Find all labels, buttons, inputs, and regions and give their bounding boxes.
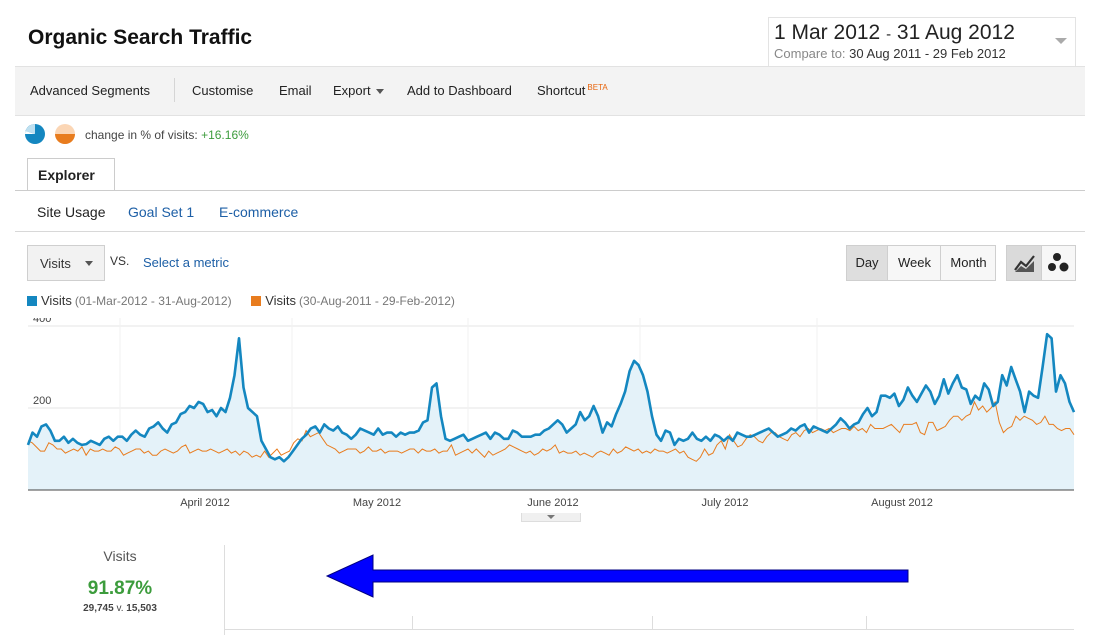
shortcut-label: Shortcut <box>537 83 586 98</box>
segment-pie-icons <box>25 124 75 144</box>
add-to-dashboard-button[interactable]: Add to Dashboard <box>407 83 512 98</box>
tab-divider <box>15 190 1085 191</box>
date-separator: - <box>886 26 892 43</box>
chevron-down-icon[interactable] <box>1055 38 1067 44</box>
y-tick-label: 400 <box>33 318 51 325</box>
x-tick-label: August 2012 <box>871 497 933 509</box>
advanced-segments-button[interactable]: Advanced Segments <box>30 83 150 98</box>
date-end: 31 Aug 2012 <box>896 21 1015 44</box>
summary-column-divider <box>412 616 413 630</box>
date-start: 1 Mar 2012 <box>774 21 881 44</box>
legend-current-swatch <box>27 296 37 306</box>
summary-previous-value: 15,503 <box>126 603 157 614</box>
summary-divider <box>224 545 225 635</box>
tab-explorer[interactable]: Explorer <box>27 158 115 191</box>
caret-down-icon <box>375 89 384 95</box>
legend-current-name: Visits <box>41 293 72 308</box>
vs-label: VS. <box>110 254 130 268</box>
summary-metric-label: Visits <box>103 548 137 564</box>
subtab-goal-set[interactable]: Goal Set 1 <box>128 204 195 220</box>
subtab-divider <box>15 231 1085 232</box>
x-tick-label: June 2012 <box>527 497 578 509</box>
summary-column-divider <box>652 616 653 630</box>
caret-down-icon <box>85 261 93 266</box>
metric-select-value: Visits <box>40 256 71 271</box>
legend-current[interactable]: Visits (01-Mar-2012 - 31-Aug-2012) <box>27 293 235 308</box>
period-toggle: Day Week Month <box>846 245 996 281</box>
legend-previous[interactable]: Visits (30-Aug-2011 - 29-Feb-2012) <box>251 293 455 308</box>
visits-line-chart[interactable]: 200 400 April 2012 May 2012 June 2012 July 2… <box>0 318 1107 518</box>
x-tick-labels: April 2012 May 2012 June 2012 July 2012 Augu… <box>180 497 933 509</box>
motion-chart-view-button[interactable] <box>1042 246 1075 280</box>
line-chart-icon <box>1014 255 1035 272</box>
compare-label: Compare to: <box>774 46 846 61</box>
page-title: Organic Search Traffic <box>28 26 253 49</box>
summary-vs-label: v. <box>116 603 124 614</box>
export-button[interactable]: Export <box>333 83 384 98</box>
x-tick-label: May 2012 <box>353 497 401 509</box>
period-week-button[interactable]: Week <box>887 246 941 280</box>
customise-button[interactable]: Customise <box>192 83 254 98</box>
chart-legend: Visits (01-Mar-2012 - 31-Aug-2012) Visits… <box>27 293 455 308</box>
caret-down-icon <box>547 515 555 519</box>
beta-badge: BETA <box>587 83 608 92</box>
legend-previous-swatch <box>251 296 262 306</box>
subtab-ecommerce[interactable]: E-commerce <box>219 204 299 220</box>
x-tick-label: April 2012 <box>180 497 230 509</box>
summary-metric-compare: 29,745 v. 15,503 <box>28 603 212 614</box>
motion-chart-icon <box>1048 253 1069 272</box>
y-tick-labels: 200 400 <box>33 318 51 407</box>
pie-current-icon <box>25 124 45 144</box>
summary-metric-change: 91.87% <box>87 578 153 599</box>
export-label: Export <box>333 83 371 98</box>
email-button[interactable]: Email <box>279 83 312 98</box>
pie-previous-icon <box>55 124 75 144</box>
period-day-button[interactable]: Day <box>847 246 887 280</box>
subtab-site-usage[interactable]: Site Usage <box>37 204 106 220</box>
change-label: change in % of visits: <box>85 128 198 142</box>
date-range: 1 Mar 2012 - 31 Aug 2012 <box>774 21 1015 45</box>
compare-range-value: 30 Aug 2011 - 29 Feb 2012 <box>849 46 1006 61</box>
period-month-button[interactable]: Month <box>940 246 996 280</box>
y-tick-label: 200 <box>33 395 51 407</box>
toolbar-divider <box>174 78 175 102</box>
summary-column-divider <box>866 616 867 630</box>
legend-previous-name: Visits <box>265 293 297 308</box>
date-range-picker[interactable]: 1 Mar 2012 - 31 Aug 2012 Compare to: 30 … <box>768 17 1076 67</box>
compare-range: Compare to: 30 Aug 2011 - 29 Feb 2012 <box>774 46 1006 61</box>
select-metric-link[interactable]: Select a metric <box>143 255 229 270</box>
summary-current-value: 29,745 <box>83 603 114 614</box>
metric-select[interactable]: Visits <box>27 245 105 281</box>
chart-resize-handle[interactable] <box>521 513 581 522</box>
series-current-line <box>26 332 1076 463</box>
left-arrow-annotation <box>325 554 909 598</box>
shortcut-button[interactable]: Shortcut BETA <box>537 83 608 98</box>
report-toolbar: Advanced Segments Customise Email Export… <box>15 66 1085 116</box>
tab-explorer-label: Explorer <box>38 167 95 183</box>
series-current-area <box>28 334 1074 490</box>
legend-previous-range: (30-Aug-2011 - 29-Feb-2012) <box>299 294 455 308</box>
change-value: +16.16% <box>201 128 249 142</box>
series-previous-line <box>27 400 1075 462</box>
x-tick-label: July 2012 <box>701 497 748 509</box>
line-chart-view-button[interactable] <box>1007 246 1042 280</box>
chart-view-toggle <box>1006 245 1076 281</box>
summary-bottom-line <box>224 629 1074 630</box>
change-text: change in % of visits: +16.16% <box>85 128 249 142</box>
legend-current-range: (01-Mar-2012 - 31-Aug-2012) <box>74 294 232 308</box>
